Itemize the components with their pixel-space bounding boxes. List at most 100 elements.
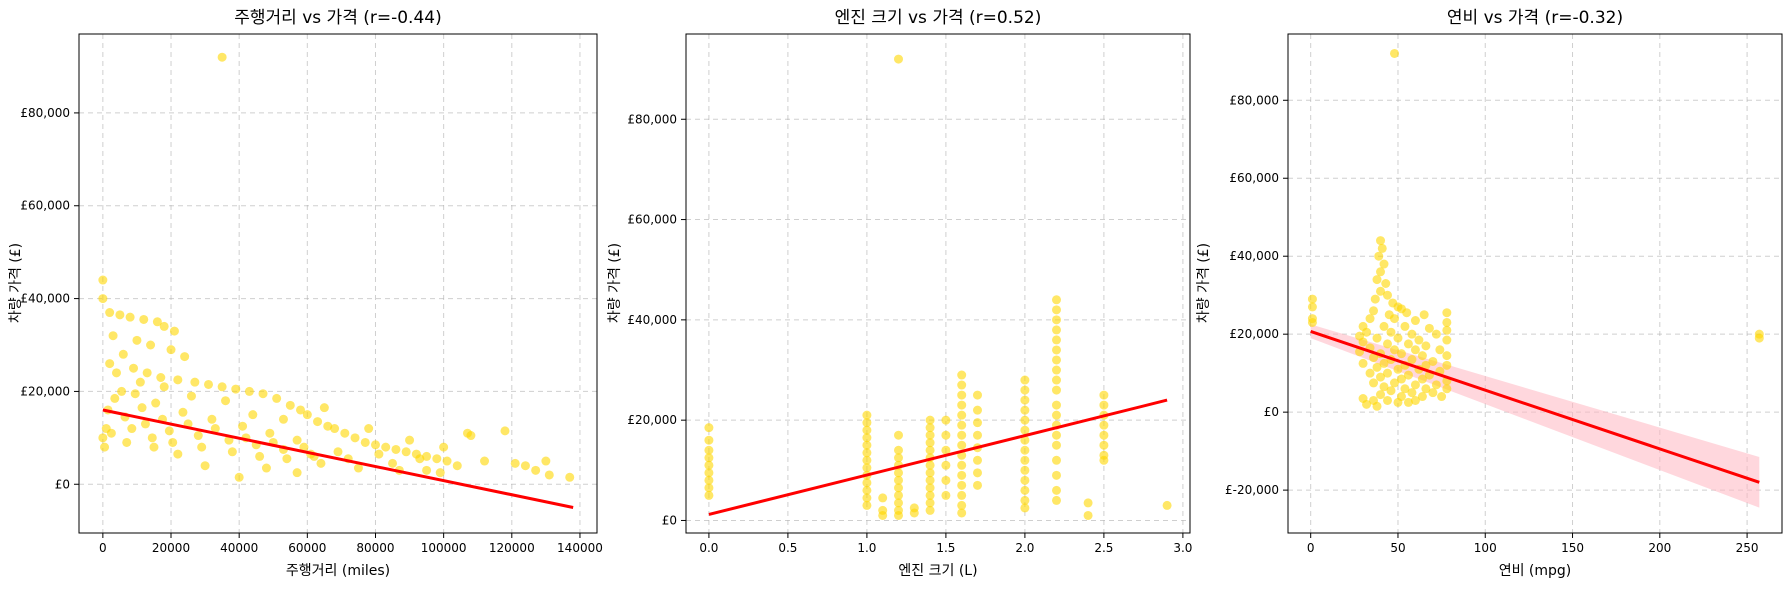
y-axis-label: 차량 가격 (£): [607, 243, 623, 323]
data-point: [1051, 375, 1061, 385]
data-point: [862, 425, 872, 435]
data-point: [1376, 236, 1386, 246]
mileage-vs-price-chart: 주행거리 vs 가격 (r=-0.44) 0 20000 40000 60000 800…: [8, 8, 603, 579]
plot-frame: [685, 33, 1191, 534]
data-point: [1389, 345, 1399, 355]
data-point: [234, 472, 244, 482]
data-point: [480, 456, 490, 466]
plot-frame: [1287, 33, 1783, 534]
data-point: [1051, 495, 1061, 505]
data-point: [1442, 384, 1452, 394]
data-point: [98, 294, 108, 304]
data-point: [1377, 243, 1387, 253]
x-tick-label: 2.0: [1015, 541, 1034, 555]
data-point: [941, 460, 951, 470]
data-point: [152, 317, 162, 327]
data-point: [168, 437, 178, 447]
data-point: [894, 498, 904, 508]
data-point: [1369, 378, 1379, 388]
data-point: [957, 380, 967, 390]
data-point: [1376, 286, 1386, 296]
data-point: [1051, 485, 1061, 495]
data-point: [1051, 430, 1061, 440]
data-point: [925, 483, 935, 493]
data-point: [381, 442, 391, 452]
data-point: [862, 410, 872, 420]
y-axis-label: 차량 가격 (£): [8, 243, 24, 323]
data-point: [200, 461, 210, 471]
data-point: [704, 468, 714, 478]
data-point: [565, 472, 575, 482]
data-point: [292, 468, 302, 478]
data-point: [302, 410, 312, 420]
scatter-points: [1307, 48, 1764, 411]
x-axis-label: 연비 (mpg): [1499, 563, 1572, 579]
data-point: [941, 445, 951, 455]
data-point: [972, 430, 982, 440]
data-point: [210, 424, 220, 434]
y-tick-label: £-20,000: [1225, 483, 1279, 497]
x-tick-label: 0: [1307, 541, 1315, 555]
data-point: [164, 426, 174, 436]
data-point: [520, 461, 530, 471]
data-point: [1393, 333, 1403, 343]
regression-line: [102, 408, 574, 509]
data-point: [704, 475, 714, 485]
fuel-economy-vs-price-chart: 연비 vs 가격 (r=-0.32) 0 50 100 150 200 250 £-20,0…: [1196, 8, 1783, 579]
data-point: [353, 463, 363, 473]
data-point: [541, 456, 551, 466]
data-point: [217, 382, 227, 392]
data-point: [1435, 345, 1445, 355]
data-point: [197, 442, 207, 452]
y-tick-label: £80,000: [20, 106, 70, 120]
data-point: [1372, 333, 1382, 343]
data-point: [1099, 420, 1109, 430]
data-point: [957, 460, 967, 470]
data-point: [1051, 440, 1061, 450]
data-point: [531, 465, 541, 475]
data-point: [238, 421, 248, 431]
data-point: [1421, 384, 1431, 394]
data-point: [190, 377, 200, 387]
data-point: [207, 414, 217, 424]
data-point: [272, 393, 282, 403]
data-point: [1020, 485, 1030, 495]
data-point: [422, 465, 432, 475]
data-point: [941, 475, 951, 485]
data-point: [1407, 329, 1417, 339]
y-tick-label: £80,000: [627, 112, 677, 126]
data-point: [1051, 385, 1061, 395]
data-point: [1365, 368, 1375, 378]
data-point: [285, 400, 295, 410]
x-tick-label: 2.5: [1094, 541, 1113, 555]
data-point: [1099, 440, 1109, 450]
data-point: [1376, 372, 1386, 382]
data-point: [1372, 362, 1382, 372]
regression-line: [1310, 330, 1760, 484]
data-point: [1442, 308, 1452, 318]
chart-title: 연비 vs 가격 (r=-0.32): [1447, 8, 1623, 28]
data-point: [1386, 327, 1396, 337]
data-point: [1389, 48, 1399, 58]
scatter-points: [98, 52, 575, 482]
data-point: [1442, 335, 1452, 345]
data-point: [296, 405, 306, 415]
data-point: [1372, 275, 1382, 285]
data-point: [1403, 339, 1413, 349]
data-point: [405, 435, 415, 445]
data-point: [957, 440, 967, 450]
data-point: [1428, 388, 1438, 398]
data-point: [159, 382, 169, 392]
data-point: [1307, 294, 1317, 304]
data-point: [1403, 397, 1413, 407]
data-point: [1382, 395, 1392, 405]
data-point: [1369, 306, 1379, 316]
data-point: [957, 508, 967, 518]
data-point: [704, 460, 714, 470]
data-point: [388, 458, 398, 468]
data-point: [1362, 327, 1372, 337]
data-point: [330, 424, 340, 434]
data-point: [925, 438, 935, 448]
axis-ticks: 0 20000 40000 60000 80000 100000 120000 140000 £…: [20, 106, 602, 555]
data-point: [1442, 360, 1452, 370]
